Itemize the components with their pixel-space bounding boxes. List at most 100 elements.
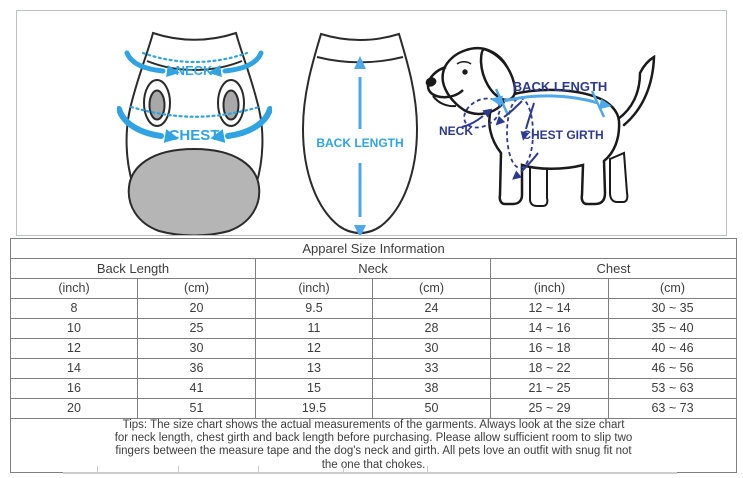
size-cell: 9.5 bbox=[255, 298, 373, 319]
dog-mouth bbox=[432, 95, 457, 108]
chest-dotted-line bbox=[129, 105, 261, 118]
neck-arrow-left bbox=[124, 50, 166, 74]
back-length-arrowhead-up-icon bbox=[354, 56, 366, 69]
size-cell: 25 ~ 29 bbox=[490, 398, 609, 419]
size-cell: 38 bbox=[372, 378, 491, 399]
chest-top-arrowhead-icon bbox=[520, 130, 530, 141]
size-cell: 30 ~ 35 bbox=[607, 298, 738, 319]
size-cell: 13 bbox=[255, 358, 373, 379]
tips-line-1: Tips: The size chart shows the actual me… bbox=[122, 419, 625, 431]
dog-muzzle bbox=[426, 65, 464, 99]
chest-measure-dashed-ellipse bbox=[506, 97, 534, 169]
size-cell: 41 bbox=[137, 378, 256, 399]
group-header-neck: Neck bbox=[255, 258, 491, 279]
neck-arrowhead-left-icon bbox=[166, 65, 180, 77]
size-cell: 24 bbox=[372, 298, 491, 319]
dog-front-far-leg bbox=[529, 166, 549, 207]
dog-body bbox=[488, 88, 621, 206]
cutoff-next-section-edge bbox=[63, 472, 677, 474]
garment-front-illustration: NECK CHEST bbox=[117, 31, 272, 235]
size-cell: 33 bbox=[372, 358, 491, 379]
chest-bottom-arrow bbox=[520, 152, 539, 173]
pointer-to-neck-base bbox=[503, 100, 523, 118]
dog-back-arrowhead-right-icon bbox=[599, 98, 612, 110]
size-cell: 16 bbox=[10, 378, 138, 399]
chest-arrowhead-right-icon bbox=[210, 129, 226, 143]
size-cell: 18 ~ 22 bbox=[490, 358, 609, 379]
garment-back-length-label: BACK LENGTH bbox=[316, 136, 403, 150]
table-title-row: Apparel Size Information bbox=[9, 238, 738, 259]
size-cell: 19.5 bbox=[255, 398, 373, 419]
neck-label-arrow bbox=[461, 115, 484, 128]
table-row: 8 20 9.5 24 12 ~ 14 30 ~ 35 bbox=[10, 298, 738, 319]
chest-arrow-right bbox=[225, 106, 272, 139]
size-cell: 8 bbox=[10, 298, 138, 319]
garment-neck-label: NECK bbox=[176, 63, 213, 78]
back-length-arrowhead-down-icon bbox=[354, 225, 366, 235]
size-cell: 53 ~ 63 bbox=[607, 378, 738, 399]
size-cell: 12 bbox=[10, 338, 138, 359]
size-cell: 63 ~ 73 bbox=[607, 398, 738, 419]
unit-header: (inch) bbox=[10, 278, 138, 299]
cutoff-column-divider bbox=[97, 466, 98, 472]
size-cell: 16 ~ 18 bbox=[490, 338, 609, 359]
size-cell: 36 bbox=[137, 358, 256, 379]
chest-arrowhead-left-icon bbox=[163, 129, 179, 143]
neck-label-arrowhead-icon bbox=[482, 108, 493, 118]
size-cell: 21 ~ 25 bbox=[490, 378, 609, 399]
neck-dotted-line bbox=[141, 51, 249, 64]
size-cell: 14 ~ 16 bbox=[490, 318, 609, 339]
dog-rear-far-leg bbox=[609, 151, 629, 203]
table-group-header-row: Back Length Neck Chest bbox=[10, 258, 738, 279]
size-cell: 14 bbox=[10, 358, 138, 379]
size-cell: 12 bbox=[255, 338, 373, 359]
cutoff-column-divider bbox=[178, 466, 179, 472]
size-cell: 40 ~ 46 bbox=[607, 338, 738, 359]
chest-arrow-left bbox=[117, 106, 164, 139]
cutoff-column-divider bbox=[258, 466, 259, 472]
dog-back-length-label: BACK LENGTH bbox=[513, 79, 608, 94]
table-tips-row: Tips: The size chart shows the actual me… bbox=[9, 418, 738, 473]
chest-bottom-arrowhead-icon bbox=[512, 170, 522, 180]
unit-header: (cm) bbox=[607, 278, 738, 299]
table-row: 20 51 19.5 50 25 ~ 29 63 ~ 73 bbox=[10, 398, 738, 419]
dimension-tick-left-icon bbox=[494, 88, 510, 116]
table-units-row: (inch) (cm) (inch) (cm) (inch) (cm) bbox=[10, 278, 738, 299]
left-armhole-inner bbox=[148, 89, 166, 121]
table-row: 10 25 11 28 14 ~ 16 35 ~ 40 bbox=[10, 318, 738, 339]
dog-neck-label: NECK bbox=[439, 124, 473, 138]
table-title: Apparel Size Information bbox=[9, 238, 738, 259]
measurement-diagram-panel: NECK CHEST BACK LENGTH bbox=[16, 10, 727, 236]
dog-nose bbox=[425, 77, 437, 87]
size-cell: 30 bbox=[372, 338, 491, 359]
size-cell: 11 bbox=[255, 318, 373, 339]
size-cell: 20 bbox=[137, 298, 256, 319]
size-cell: 15 bbox=[255, 378, 373, 399]
size-cell: 46 ~ 56 bbox=[607, 358, 738, 379]
neck-arrowhead-right-icon bbox=[208, 65, 222, 77]
neck-arrow-right bbox=[222, 50, 264, 74]
size-cell: 51 bbox=[137, 398, 256, 419]
dog-chest-girth-label: CHEST GIRTH bbox=[522, 128, 603, 142]
group-header-back-length: Back Length bbox=[10, 258, 256, 279]
size-cell: 28 bbox=[372, 318, 491, 339]
size-cell: 30 bbox=[137, 338, 256, 359]
unit-header: (cm) bbox=[137, 278, 256, 299]
collar-line bbox=[146, 60, 243, 71]
cutoff-column-divider bbox=[343, 466, 344, 472]
table-row: 16 41 15 38 21 ~ 25 53 ~ 63 bbox=[10, 378, 738, 399]
tips-line-4: the one that chokes. bbox=[321, 458, 426, 471]
garment-chest-label: CHEST bbox=[169, 127, 220, 144]
group-header-chest: Chest bbox=[489, 258, 738, 279]
garment-back-outline bbox=[301, 32, 419, 235]
garment-back-illustration: BACK LENGTH bbox=[301, 32, 419, 235]
dog-eyebrow bbox=[456, 60, 472, 65]
dog-tail bbox=[616, 54, 656, 127]
size-cell: 20 bbox=[10, 398, 138, 419]
table-row: 12 30 12 30 16 ~ 18 40 ~ 46 bbox=[10, 338, 738, 359]
unit-header: (cm) bbox=[372, 278, 491, 299]
size-cell: 50 bbox=[372, 398, 491, 419]
dimension-tick-right-icon bbox=[590, 90, 606, 118]
garment-belly-panel bbox=[127, 147, 261, 235]
